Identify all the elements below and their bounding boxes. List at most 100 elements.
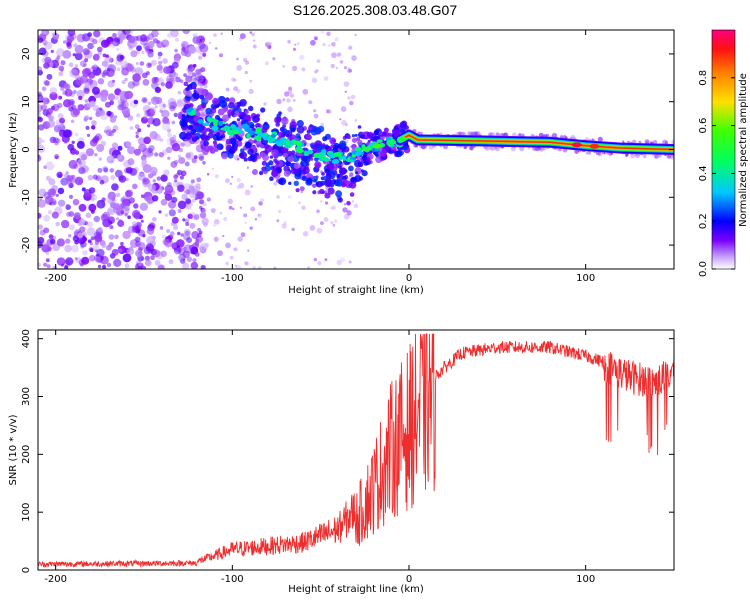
- spectrogram-cell: [147, 200, 152, 205]
- snr-xtick-label: -200: [44, 574, 67, 585]
- spectrogram-cell: [92, 105, 100, 112]
- spectrogram-xlabel: Height of straight line (km): [288, 285, 424, 296]
- spectrogram-cell: [403, 145, 409, 150]
- spectrogram-cell: [137, 137, 146, 146]
- spectrogram-cell: [336, 259, 342, 266]
- spectrogram-cell: [154, 105, 158, 109]
- spectrogram-cell: [244, 141, 252, 149]
- spectrogram-cell: [74, 52, 83, 61]
- spectrogram-cell: [222, 234, 225, 238]
- spectrogram-cell: [239, 151, 248, 160]
- spectrogram-cell: [333, 142, 340, 150]
- spectrogram-cell: [251, 124, 255, 128]
- spectrogram-cell: [65, 257, 74, 266]
- spectrogram-cell: [323, 157, 330, 162]
- spectrogram-cell: [244, 70, 248, 75]
- spectrogram-cell: [90, 125, 96, 130]
- spectrogram-cell: [551, 132, 558, 139]
- spectrogram-cell: [91, 64, 98, 71]
- spectrogram-cell: [121, 80, 126, 84]
- spectrogram-cell: [330, 221, 334, 224]
- spectrogram-cell: [313, 109, 317, 113]
- spectrogram-cell: [177, 90, 182, 95]
- spectrogram-cell: [278, 131, 285, 138]
- spectrogram-cell: [289, 121, 297, 129]
- spectrogram-cell: [116, 67, 121, 72]
- spectrogram-cell: [252, 265, 257, 269]
- spectrogram-cell: [153, 133, 161, 141]
- spectrogram-cell: [100, 39, 110, 48]
- spectrogram-cell: [188, 46, 197, 54]
- spectrogram-cell: [107, 80, 115, 88]
- spectrogram-cell: [324, 192, 331, 199]
- spectrogram-cell: [268, 160, 274, 166]
- spectrogram-cell: [144, 109, 152, 117]
- spectrogram-cell: [178, 147, 184, 153]
- spectrogram-cell: [301, 175, 307, 181]
- spectrogram-cell: [363, 160, 369, 166]
- spectrogram-cell: [280, 137, 287, 144]
- spectrogram-cell: [246, 166, 250, 169]
- spectrogram-cell: [43, 42, 47, 46]
- spectrogram-cell: [49, 92, 58, 101]
- spectrogram-cell: [183, 246, 187, 251]
- spectrogram-cell: [240, 232, 246, 238]
- spectrogram-cell: [312, 147, 318, 154]
- spectrogram-cell: [236, 157, 240, 161]
- spectrogram-cell: [159, 69, 163, 74]
- spectrogram-cell: [344, 90, 347, 93]
- spectrogram-cell: [104, 63, 114, 73]
- spectrogram-cell: [69, 100, 75, 106]
- spectrogram-cell: [89, 248, 94, 252]
- spectrogram-cell: [225, 178, 230, 184]
- spectrogram-cell: [192, 63, 197, 68]
- spectrogram-cell: [114, 234, 119, 240]
- spectrogram-cell: [118, 219, 123, 224]
- spectrogram-cell: [284, 91, 290, 97]
- spectrogram-cell: [202, 52, 207, 57]
- spectrogram-cell: [174, 48, 178, 53]
- spectrogram-cell: [281, 223, 287, 229]
- spectrogram-cell: [350, 177, 356, 183]
- spectrogram-cell: [176, 99, 184, 108]
- spectrogram-cell: [187, 124, 194, 131]
- spectrogram-cell: [212, 97, 220, 105]
- spectrogram-cell: [122, 30, 131, 35]
- spectrogram-cell: [174, 247, 179, 252]
- spectrogram-cell: [192, 92, 200, 100]
- spectrogram-cell: [97, 227, 103, 232]
- spectrogram-cell: [603, 152, 606, 155]
- spectrogram-cell: [60, 177, 69, 186]
- spectrogram-cell: [316, 59, 321, 63]
- spectrogram-cell: [652, 140, 658, 145]
- spectrogram-cell: [83, 87, 90, 94]
- spectrogram-cell: [485, 146, 490, 151]
- spectrogram-cell: [143, 114, 148, 119]
- spectrogram-cell: [74, 257, 78, 261]
- spectrogram-cell: [147, 33, 155, 40]
- spectrogram-cell: [99, 179, 105, 185]
- spectrogram-cell: [244, 221, 247, 224]
- spectrogram-cell: [41, 242, 50, 250]
- spectrogram-cell: [519, 146, 525, 152]
- spectrogram-cell: [218, 143, 222, 147]
- spectrogram-cell: [205, 107, 213, 115]
- spectrogram-cell: [187, 213, 193, 219]
- spectrogram-cell: [72, 89, 77, 95]
- spectrogram-cell: [164, 213, 169, 217]
- spectrogram-cell: [258, 201, 263, 206]
- spectrogram-cell: [269, 155, 274, 159]
- spectrogram-cell: [82, 48, 90, 56]
- spectrogram-cell: [361, 169, 364, 173]
- spectrogram-cell: [68, 159, 78, 169]
- spectrogram-ytick-label: 10: [21, 95, 32, 108]
- spectrogram-cell: [348, 69, 352, 73]
- spectrogram-cell: [330, 63, 335, 69]
- spectrogram-cell: [116, 54, 124, 62]
- spectrogram-cell: [139, 202, 148, 211]
- spectrogram-cell: [333, 219, 338, 223]
- spectrogram-cell: [244, 189, 251, 196]
- spectrogram-cell: [192, 258, 197, 263]
- spectrogram-cell: [221, 114, 230, 122]
- spectrogram-cell: [200, 111, 206, 117]
